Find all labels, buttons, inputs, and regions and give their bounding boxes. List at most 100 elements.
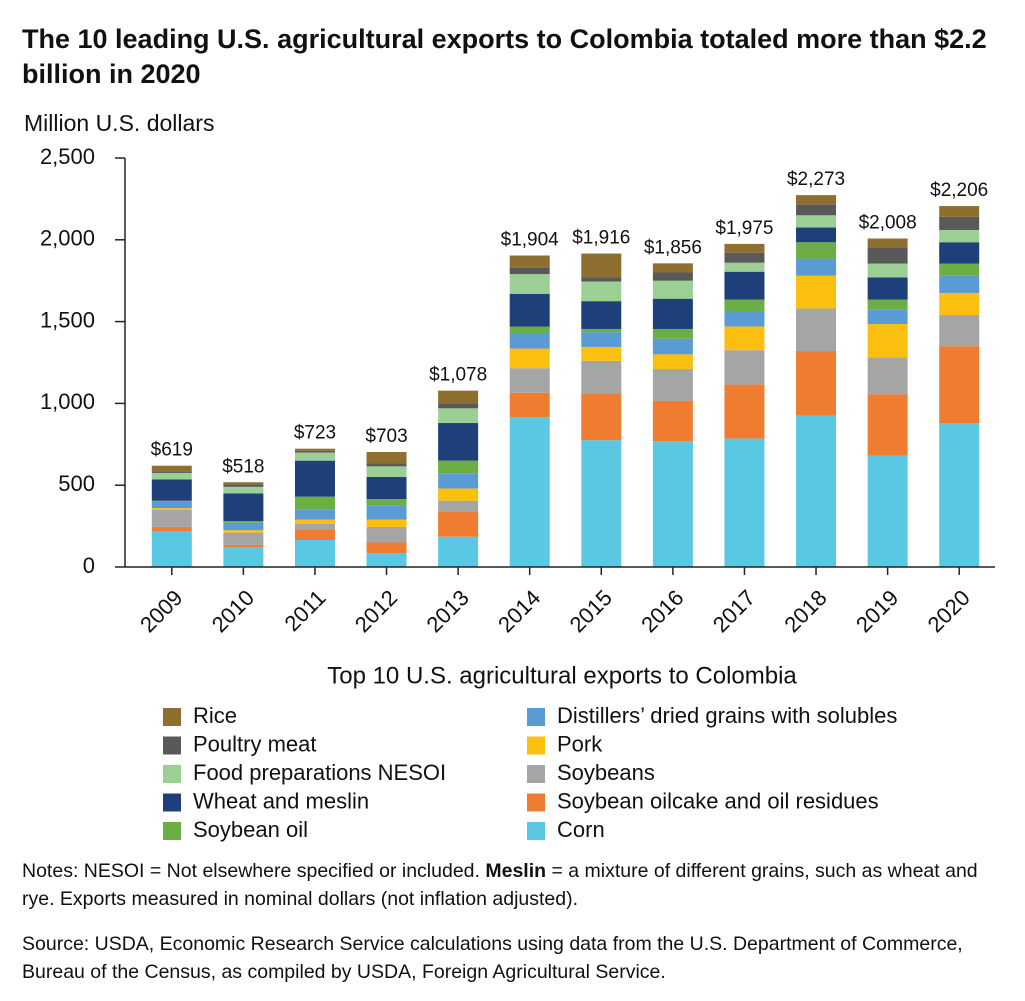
y-tick-label: 2,000 — [40, 226, 95, 251]
bar-segment — [151, 471, 192, 473]
legend-swatch — [163, 793, 181, 812]
bar-segment — [294, 509, 335, 520]
bar-segment — [867, 394, 908, 456]
bar-segment — [939, 216, 980, 230]
total-label: $723 — [294, 423, 336, 444]
bar-segment — [509, 267, 550, 275]
bar-segment — [223, 486, 264, 494]
legend-label: Distillers’ dried grains with solubles — [557, 703, 897, 728]
bar-segment — [867, 455, 908, 567]
total-label: $1,856 — [644, 237, 702, 258]
chart-title: The 10 leading U.S. agricultural exports… — [22, 24, 987, 89]
total-label: $2,273 — [787, 169, 845, 190]
bar-segment — [796, 215, 837, 228]
total-label: $1,904 — [501, 230, 560, 251]
bar-segment — [867, 238, 908, 248]
x-tick-label: 2015 — [565, 585, 617, 637]
bar-segment — [939, 423, 980, 567]
bar-segment — [724, 438, 765, 567]
x-tick-label: 2009 — [135, 585, 187, 637]
bar-segment — [509, 417, 550, 567]
bar-segment — [438, 473, 479, 489]
bar-segment — [724, 299, 765, 311]
bar-segment — [939, 206, 980, 217]
bar-segment — [366, 466, 407, 478]
bar-segment — [223, 544, 264, 548]
total-label: $703 — [365, 426, 407, 447]
bar-segment — [939, 242, 980, 264]
bar-segment — [867, 277, 908, 300]
y-axis-label: Million U.S. dollars — [24, 110, 214, 136]
bar-segment — [438, 408, 479, 424]
notes-text: = a mixture of different grains, such as… — [22, 860, 978, 910]
bar-segment — [223, 521, 264, 523]
bar-segment — [724, 310, 765, 327]
bar-segment — [581, 393, 622, 441]
x-tick-label: 2012 — [350, 585, 402, 637]
bar-segment — [796, 242, 837, 259]
legend-swatch — [527, 736, 545, 755]
bar-segment — [509, 348, 550, 369]
bar-segment — [652, 354, 693, 370]
y-tick-label: 500 — [58, 471, 95, 496]
bar-segment — [939, 292, 980, 316]
bar-segment — [724, 326, 765, 351]
bar-segment — [509, 326, 550, 334]
legend-label: Soybeans — [557, 760, 655, 785]
legend-label: Corn — [557, 817, 605, 842]
x-tick-label: 2016 — [636, 585, 688, 637]
legend-swatch — [163, 736, 181, 755]
bar-segment — [581, 277, 622, 282]
bar-segment — [223, 547, 264, 567]
bar-segment — [366, 451, 407, 464]
bar-segment — [151, 501, 192, 509]
bar-segment — [867, 309, 908, 325]
bar-segment — [724, 271, 765, 300]
bar-segment — [509, 368, 550, 393]
legend-swatch — [163, 708, 181, 726]
bar-segment — [509, 274, 550, 294]
legend-label: Soybean oilcake and oil residues — [557, 788, 879, 813]
x-tick-label: 2010 — [207, 585, 259, 637]
legend-swatch — [527, 765, 545, 783]
chart: Million U.S. dollars Top 10 U.S. agricul… — [24, 110, 995, 842]
bar-segment — [151, 508, 192, 510]
bar-segment — [438, 403, 479, 409]
bar-segment — [294, 448, 335, 451]
bar-segment — [509, 293, 550, 327]
bar-segment — [581, 281, 622, 302]
total-label: $619 — [151, 440, 193, 461]
x-tick-label: 2017 — [708, 585, 760, 637]
bar-segment — [294, 540, 335, 567]
total-label: $2,008 — [859, 213, 917, 234]
notes: Notes: NESOI = Not elsewhere specified o… — [22, 857, 1007, 913]
bar-segment — [581, 253, 622, 278]
bar-segment — [652, 441, 693, 567]
bar-segment — [652, 369, 693, 401]
bar-segment — [939, 263, 980, 276]
x-tick-label: 2020 — [923, 585, 975, 637]
y-tick-label: 0 — [83, 553, 95, 578]
legend-swatch — [163, 822, 181, 840]
bar-segment — [939, 229, 980, 243]
bar-segment — [223, 493, 264, 522]
bar-segment — [581, 360, 622, 394]
bar-segment — [366, 499, 407, 506]
x-tick-label: 2019 — [851, 585, 903, 637]
bar-segment — [581, 440, 622, 567]
x-tick-label: 2018 — [779, 585, 831, 637]
bar-segment — [438, 500, 479, 512]
bar-segment — [796, 204, 837, 216]
bar-segment — [294, 450, 335, 453]
bar-segment — [294, 496, 335, 510]
bar-segment — [151, 500, 192, 502]
y-tick-label: 1,000 — [40, 389, 95, 414]
bar-segment — [652, 338, 693, 355]
bar-segment — [652, 328, 693, 339]
bar-segment — [939, 315, 980, 347]
bar-segment — [867, 324, 908, 358]
bar-segment — [151, 472, 192, 480]
bar-segment — [151, 479, 192, 501]
bar-segment — [438, 390, 479, 404]
